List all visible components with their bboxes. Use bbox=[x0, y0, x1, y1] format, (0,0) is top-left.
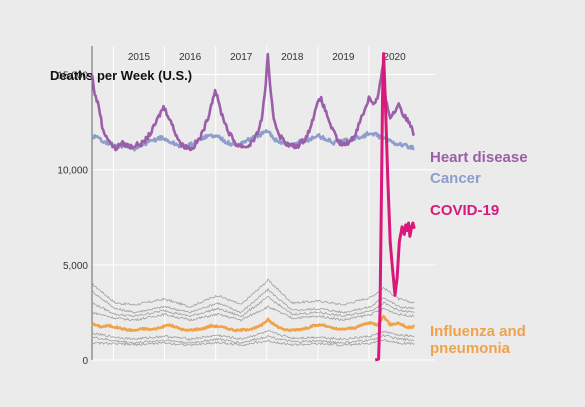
year-tick-label: 2016 bbox=[179, 52, 202, 63]
other-cause-line bbox=[91, 287, 415, 314]
other-causes-lines bbox=[91, 278, 415, 347]
year-tick-label: 2019 bbox=[332, 52, 355, 63]
y-tick-label: 0 bbox=[82, 356, 88, 367]
label-influenza-line1: Influenza and bbox=[430, 323, 526, 340]
year-tick-label: 2015 bbox=[128, 52, 151, 63]
label-heart-disease: Heart disease bbox=[430, 149, 528, 166]
y-axis-title: Deaths per Week (U.S.) bbox=[50, 68, 192, 83]
label-covid-19: COVID-19 bbox=[430, 202, 499, 219]
label-cancer: Cancer bbox=[430, 170, 481, 187]
year-tick-label: 2017 bbox=[230, 52, 253, 63]
other-cause-line bbox=[91, 305, 415, 322]
main-series-lines bbox=[90, 52, 416, 362]
year-tick-labels: 2015 2016 2017 2018 2019 2020 bbox=[128, 52, 406, 63]
y-tick-labels: 0 5,000 10,000 15,000 bbox=[57, 71, 88, 367]
series-line-heart-disease bbox=[90, 52, 416, 152]
y-tick-label: 5,000 bbox=[63, 261, 88, 272]
series-line-cancer bbox=[91, 129, 415, 152]
other-cause-line bbox=[91, 278, 415, 308]
series-line-influenza-and-pneumonia bbox=[91, 315, 416, 333]
series-line-covid-19 bbox=[374, 52, 416, 362]
label-influenza-line2: pneumonia bbox=[430, 340, 511, 357]
other-cause-line bbox=[91, 339, 415, 347]
y-tick-label: 15,000 bbox=[57, 71, 88, 82]
other-cause-line bbox=[91, 334, 415, 345]
y-tick-label: 10,000 bbox=[57, 166, 88, 177]
year-tick-label: 2020 bbox=[383, 52, 406, 63]
year-tick-label: 2018 bbox=[281, 52, 304, 63]
other-cause-line bbox=[91, 295, 415, 318]
other-cause-line bbox=[91, 330, 415, 341]
